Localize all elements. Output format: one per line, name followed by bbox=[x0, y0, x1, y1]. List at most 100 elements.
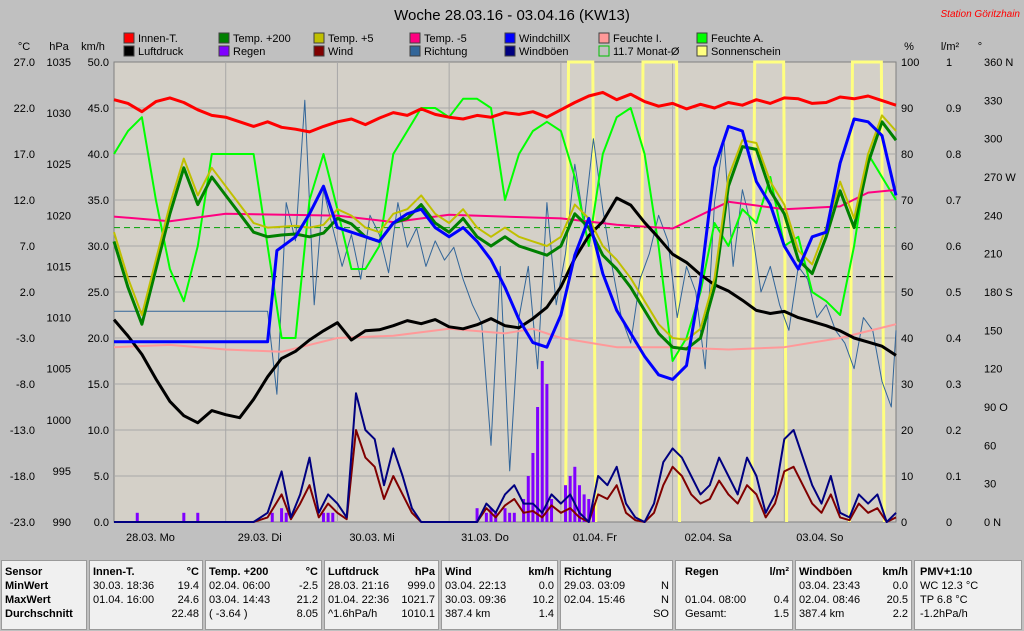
luftdruck-max-value: 1021.7 bbox=[401, 594, 435, 606]
windboeen-min-time: 03.04. 23:43 bbox=[799, 580, 861, 592]
day-label: 02.04. Sa bbox=[685, 532, 733, 544]
wind-avg-value: 1.4 bbox=[538, 608, 554, 620]
humidity-tick: 10 bbox=[901, 471, 913, 483]
legend-swatch bbox=[409, 45, 421, 57]
temp-tick: -18.0 bbox=[10, 471, 35, 483]
rain-bar bbox=[577, 485, 581, 522]
direction-tick: 270 W bbox=[984, 172, 1016, 184]
rain-bar bbox=[284, 512, 288, 522]
direction-tick: 90 O bbox=[984, 402, 1008, 414]
legend-swatch bbox=[123, 45, 135, 57]
pressure-tick: 1015 bbox=[47, 261, 71, 273]
temp-tick: -23.0 bbox=[10, 517, 35, 529]
wind-tick: 0.0 bbox=[94, 517, 109, 529]
direction-tick: 0 N bbox=[984, 517, 1001, 529]
temp-tick: -8.0 bbox=[16, 379, 35, 391]
wind-min-time: 03.04. 22:13 bbox=[445, 580, 507, 592]
stats-regen: Regen l/m² 01.04. 08:00 0.4 Gesamt: 1.5 bbox=[675, 560, 793, 630]
regen-max-time: 01.04. 08:00 bbox=[685, 594, 747, 606]
rain-bar bbox=[512, 512, 516, 522]
series-feuchte-i bbox=[113, 323, 897, 353]
series-temp-200 bbox=[112, 120, 898, 351]
legend-label: 11.7 Monat-Ø bbox=[613, 46, 680, 58]
pmv-windchill: WC 12.3 °C bbox=[920, 580, 979, 592]
temp200-min-value: -2.5 bbox=[299, 580, 318, 592]
windboeen-max-value: 20.5 bbox=[886, 594, 908, 606]
rain-bar bbox=[550, 499, 554, 522]
rain-bar bbox=[489, 508, 493, 522]
legend-swatch bbox=[696, 45, 708, 57]
day-label: 28.03. Mo bbox=[126, 532, 175, 544]
rain-bar bbox=[503, 508, 507, 522]
innen-max-time: 01.04. 16:00 bbox=[93, 594, 155, 606]
richtung-max-time: 02.04. 15:46 bbox=[564, 594, 626, 606]
sunshine-period bbox=[638, 60, 682, 523]
direction-tick: 210 bbox=[984, 249, 1002, 261]
direction-tick: 330 bbox=[984, 95, 1002, 107]
wind-max-value: 10.2 bbox=[532, 594, 554, 606]
day-label: 29.03. Di bbox=[238, 532, 282, 544]
pressure-tick: 1025 bbox=[47, 159, 71, 171]
rain-bar bbox=[591, 503, 595, 522]
stats-luftdruck: Luftdruck hPa 28.03. 21:16 999.0 01.04. 22… bbox=[324, 560, 439, 630]
stats-innen: Innen-T. °C 30.03. 18:36 19.4 01.04. 16:00… bbox=[89, 560, 203, 630]
wind-tick: 40.0 bbox=[88, 149, 109, 161]
innen-avg-value: 22.48 bbox=[171, 608, 199, 620]
rain-bars bbox=[135, 361, 595, 522]
humidity-tick: 90 bbox=[901, 103, 913, 115]
innen-unit: °C bbox=[186, 566, 199, 578]
rain-tick: 0.3 bbox=[946, 379, 961, 391]
rain-bar bbox=[182, 512, 186, 522]
rain-bar bbox=[540, 361, 544, 522]
direction-tick: 150 bbox=[984, 325, 1002, 337]
rain-bar bbox=[484, 512, 488, 522]
rain-bar bbox=[545, 384, 549, 522]
wind-tick: 25.0 bbox=[88, 287, 109, 299]
legend-swatch bbox=[313, 32, 325, 44]
humidity-tick: 40 bbox=[901, 333, 913, 345]
sensor-title: Sensor bbox=[5, 566, 43, 578]
rain-bar bbox=[135, 512, 139, 522]
temp-tick: -13.0 bbox=[10, 425, 35, 437]
legend-label: WindchillX bbox=[519, 33, 571, 45]
humidity-tick: 100 bbox=[901, 57, 919, 69]
legend-swatch bbox=[598, 32, 610, 44]
pressure-tick: 1030 bbox=[47, 108, 71, 120]
temp200-unit: °C bbox=[305, 566, 318, 578]
wind-tick: 30.0 bbox=[88, 241, 109, 253]
legend-label: Richtung bbox=[424, 46, 467, 58]
rain-tick: 0.7 bbox=[946, 195, 961, 207]
unit-rain: l/m² bbox=[941, 41, 960, 53]
richtung-min-time: 29.03. 03:09 bbox=[564, 580, 626, 592]
humidity-tick: 30 bbox=[901, 379, 913, 391]
legend-label: Sonnenschein bbox=[711, 46, 781, 58]
sunshine-period bbox=[750, 60, 789, 523]
station-label: Station Göritzhain bbox=[941, 9, 1021, 20]
unit-wind: km/h bbox=[81, 41, 105, 53]
wind-tick: 5.0 bbox=[94, 471, 109, 483]
day-label: 01.04. Fr bbox=[573, 532, 617, 544]
temp200-avg-note: ( -3.64 ) bbox=[209, 608, 248, 620]
temp200-max-time: 03.04. 14:43 bbox=[209, 594, 271, 606]
temp200-max-value: 21.2 bbox=[296, 594, 318, 606]
series-innen-t bbox=[113, 90, 897, 134]
day-label: 30.03. Mi bbox=[349, 532, 394, 544]
windboeen-max-time: 02.04. 08:46 bbox=[799, 594, 861, 606]
luftdruck-min-time: 28.03. 21:16 bbox=[328, 580, 390, 592]
temp-tick: 12.0 bbox=[14, 195, 35, 207]
series-temp-5 bbox=[113, 114, 897, 341]
legend-swatch bbox=[218, 45, 230, 57]
series-windchillx bbox=[114, 117, 898, 381]
legend-swatch bbox=[696, 32, 708, 44]
rain-tick: 0.9 bbox=[946, 103, 961, 115]
humidity-tick: 20 bbox=[901, 425, 913, 437]
rain-tick: 0.2 bbox=[946, 425, 961, 437]
legend-swatch bbox=[313, 45, 325, 57]
regen-unit: l/m² bbox=[769, 566, 789, 578]
rain-bar bbox=[321, 512, 325, 522]
series-windb-en bbox=[114, 392, 897, 523]
richtung-avg-value: SO bbox=[653, 608, 669, 620]
luftdruck-max-time: 01.04. 22:36 bbox=[328, 594, 390, 606]
sensor-row-avg: Durchschnitt bbox=[5, 608, 73, 620]
rain-bar bbox=[475, 508, 479, 522]
